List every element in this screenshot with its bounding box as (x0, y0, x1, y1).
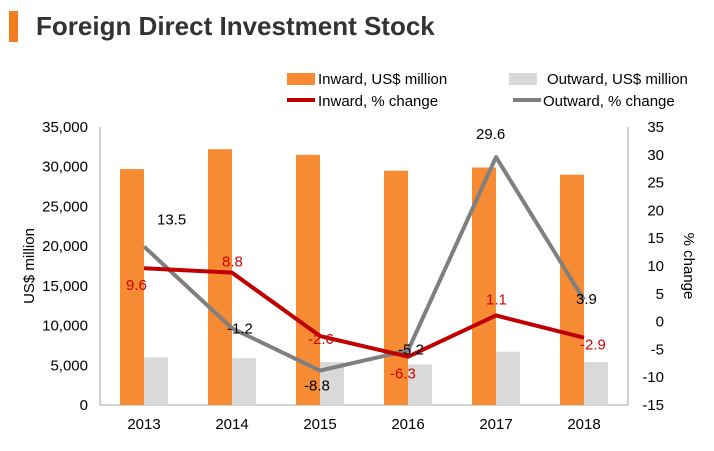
y-tick-label: 20,000 (42, 238, 88, 255)
inward-bar (208, 149, 232, 405)
inward-change-data-label: -2.6 (308, 331, 334, 348)
y2-axis-title: % change (680, 233, 697, 300)
y-tick-label: 25,000 (42, 198, 88, 215)
outward-change-line (142, 155, 586, 373)
outward-bar (584, 362, 608, 405)
legend-label-outward-bar: Outward, US$ million (547, 71, 688, 88)
y-tick-label: 35,000 (42, 119, 88, 136)
outward-change-data-label: 13.5 (157, 212, 186, 229)
outward-change-data-label: 3.9 (576, 291, 597, 308)
legend-label-outward-line: Outward, % change (543, 93, 675, 110)
inward-bar (472, 167, 496, 405)
inward-bar (384, 170, 408, 405)
inward-change-data-label: -2.9 (580, 337, 606, 354)
y-tick-label: 10,000 (42, 318, 88, 335)
legend-label-inward-line: Inward, % change (318, 93, 438, 110)
outward-change-data-label: 29.6 (476, 126, 505, 143)
outward-bar (408, 364, 432, 405)
y-tick-label: 5,000 (50, 357, 88, 374)
inward-change-data-label: 9.6 (126, 277, 147, 294)
y-tick-label: 15,000 (42, 278, 88, 295)
y2-tick-label: 15 (647, 230, 664, 247)
y2-tick-label: 25 (647, 175, 664, 192)
y-tick-label: 30,000 (42, 159, 88, 176)
inward-change-line (143, 266, 585, 359)
y2-tick-label: 30 (647, 147, 664, 164)
inward-bar (120, 169, 144, 405)
outward-change-data-label: -1.2 (227, 320, 253, 337)
inward-bar (560, 174, 584, 405)
y2-tick-label: -5 (651, 341, 664, 358)
inward-change-data-label: -6.3 (390, 366, 416, 383)
y2-tick-label: -15 (642, 397, 664, 414)
y2-tick-label: 5 (656, 286, 664, 303)
page-title: Foreign Direct Investment Stock (36, 11, 435, 41)
inward-change-data-label: 8.8 (222, 254, 243, 271)
legend-swatch-outward-bar (509, 73, 537, 85)
x-tick-label: 2017 (479, 416, 512, 433)
y-axis-title: US$ million (21, 228, 38, 304)
y-tick-label: 0 (80, 397, 88, 414)
title-accent-bar (9, 11, 18, 42)
y2-tick-label: 20 (647, 202, 664, 219)
x-tick-label: 2013 (127, 416, 160, 433)
inward-change-data-label: 1.1 (486, 291, 507, 308)
x-tick-label: 2018 (567, 416, 600, 433)
legend-swatch-inward-bar (287, 73, 315, 85)
x-tick-label: 2016 (391, 416, 424, 433)
outward-bar (496, 351, 520, 405)
legend-label-inward-bar: Inward, US$ million (318, 71, 447, 88)
y2-tick-label: 35 (647, 119, 664, 136)
outward-bar (144, 357, 168, 405)
outward-change-data-label: -5.2 (398, 342, 424, 359)
x-tick-label: 2015 (303, 416, 336, 433)
y2-tick-label: 10 (647, 258, 664, 275)
outward-bar (232, 358, 256, 405)
y2-tick-label: 0 (656, 314, 664, 331)
y2-tick-label: -10 (642, 369, 664, 386)
x-tick-label: 2014 (215, 416, 248, 433)
outward-change-data-label: -8.8 (304, 378, 330, 395)
